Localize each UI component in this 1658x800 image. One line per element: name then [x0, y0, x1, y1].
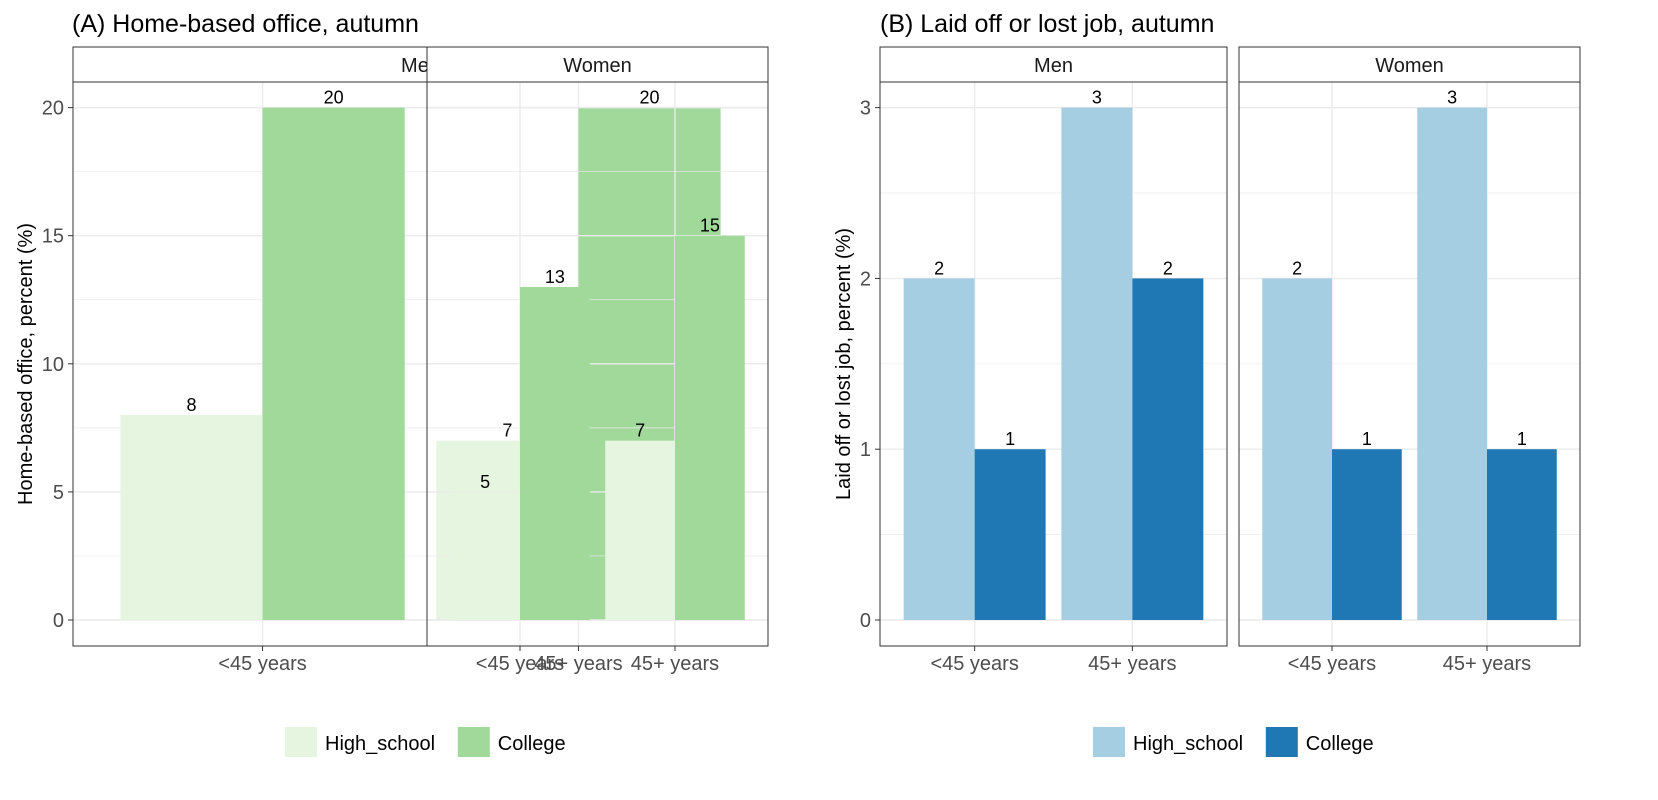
y-tick-label: 20 — [42, 98, 64, 120]
x-tick-label: 45+ years — [631, 653, 719, 675]
legend-swatch — [1265, 727, 1298, 757]
facet-strip — [879, 46, 1228, 83]
data-label: 8 — [186, 395, 196, 415]
bar-high_school-women-1 — [605, 440, 675, 620]
bar-college-men-0 — [262, 107, 405, 621]
bar-high_school-women-1 — [1417, 107, 1487, 621]
x-tick-label: <45 years — [1288, 653, 1376, 675]
data-label: 20 — [324, 88, 344, 108]
bar-college-women-0 — [1332, 449, 1402, 620]
bar-college-women-1 — [675, 235, 745, 620]
data-label: 3 — [1447, 88, 1457, 108]
data-label: 7 — [502, 421, 512, 441]
y-axis-title: Home-based office, percent (%) — [15, 223, 37, 505]
bar-high_school-men-0 — [120, 415, 263, 620]
chart-1: (B) Laid off or lost job, autumn Laid off… — [833, 10, 1581, 757]
legend: High_school College — [285, 727, 566, 757]
y-tick-label: 5 — [53, 482, 64, 504]
chart-title: (A) Home-based office, autumn — [72, 10, 419, 38]
bar-college-men-1 — [1132, 278, 1204, 620]
x-tick-label: <45 years — [930, 653, 1018, 675]
data-label: 13 — [545, 267, 565, 287]
x-tick-label: 45+ years — [534, 653, 622, 675]
facet-strip — [1238, 46, 1581, 83]
data-label: 2 — [1292, 258, 1302, 278]
y-tick-label: 0 — [860, 610, 871, 632]
data-label: 20 — [640, 88, 660, 108]
legend-swatch — [1093, 727, 1125, 757]
facet-panel-women: Women 2 1 <45 years 3 1 45+ years — [1238, 46, 1581, 675]
data-label: 5 — [480, 472, 490, 492]
y-tick-label: 2 — [860, 268, 871, 290]
legend-label: College — [498, 733, 566, 755]
panel-border — [1238, 81, 1581, 647]
data-label: 1 — [1517, 429, 1527, 449]
y-tick-label: 1 — [860, 439, 871, 461]
data-label: 1 — [1362, 429, 1372, 449]
x-tick-label: <45 years — [218, 653, 306, 675]
legend-label: High_school — [325, 733, 435, 755]
facet-panel-women: Women 5 13 <45 years 7 15 45+ years — [426, 46, 769, 675]
legend-swatch — [457, 727, 490, 757]
bar-high_school-women-0 — [1262, 278, 1332, 620]
data-label: 15 — [700, 216, 720, 236]
x-tick-label: 45+ years — [1443, 653, 1531, 675]
bar-high_school-men-0 — [903, 278, 975, 620]
bar-high_school-women-0 — [450, 491, 520, 620]
y-axis-title: Laid off or lost job, percent (%) — [833, 228, 855, 500]
bar-college-men-0 — [974, 449, 1046, 620]
bar-college-women-1 — [1487, 449, 1557, 620]
facet-strip — [426, 46, 769, 83]
x-tick-label: <45 years — [476, 653, 564, 675]
panel-border — [879, 81, 1228, 647]
legend-swatch — [285, 727, 317, 757]
y-tick-label: 0 — [53, 610, 64, 632]
facet-strip-label: Women — [1375, 55, 1444, 77]
facet-strip-label: Women — [563, 55, 632, 77]
y-tick-label: 10 — [42, 354, 64, 376]
data-label: 2 — [934, 258, 944, 278]
y-tick-label: 3 — [860, 98, 871, 120]
legend-label: High_school — [1133, 733, 1243, 755]
y-tick-label: 15 — [42, 226, 64, 248]
bar-high_school-men-1 — [1061, 107, 1133, 621]
bar-college-women-0 — [520, 286, 590, 620]
legend-label: College — [1306, 733, 1374, 755]
x-tick-label: 45+ years — [1088, 653, 1176, 675]
data-label: 3 — [1092, 88, 1102, 108]
chart-title: (B) Laid off or lost job, autumn — [880, 10, 1214, 38]
data-label: 7 — [635, 421, 645, 441]
data-label: 1 — [1005, 429, 1015, 449]
chart-0: (A) Home-based office, autumn Home-based … — [15, 10, 769, 757]
facet-strip-label: Men — [1034, 55, 1073, 77]
panel-border — [426, 81, 769, 647]
facet-panel-men: Men 2 1 <45 years 3 2 45+ years 0 1 2 3 — [860, 46, 1228, 675]
data-label: 2 — [1163, 258, 1173, 278]
legend: High_school College — [1093, 727, 1374, 757]
